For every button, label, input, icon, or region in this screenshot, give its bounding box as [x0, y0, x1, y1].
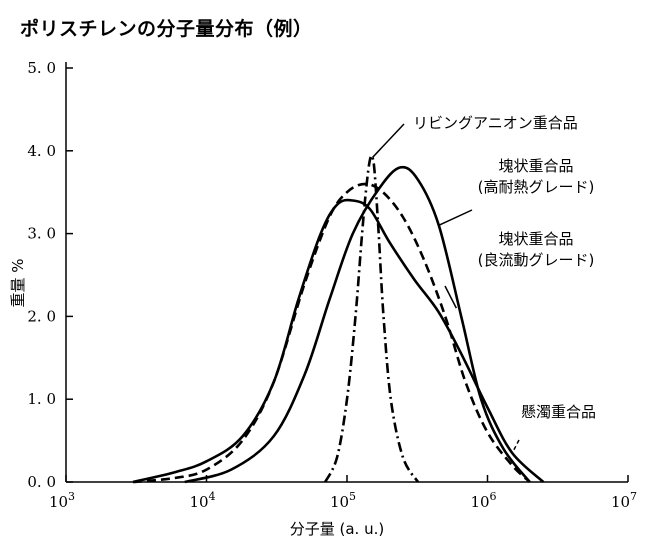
x-tick-label: 107 [611, 490, 637, 511]
annotation-label: リビングアニオン重合品 [413, 114, 578, 132]
y-tick-label: 0. 0 [27, 473, 56, 491]
y-tick-label: 5. 0 [27, 59, 56, 77]
x-tick-label: 106 [470, 490, 496, 511]
y-tick-label: 4. 0 [27, 142, 56, 160]
annotation-leader [372, 123, 405, 158]
annotation-leader [511, 439, 520, 454]
series-line-2 [184, 165, 531, 484]
series-line-4 [132, 198, 545, 484]
y-tick-label: 3. 0 [27, 225, 56, 243]
annotation-leader [438, 209, 473, 227]
annotation-label: 塊状重合品 [498, 157, 573, 175]
y-tick-label: 1. 0 [27, 390, 56, 408]
annotation-leader [444, 285, 457, 309]
x-tick-label: 105 [330, 490, 356, 511]
annotation-label: (良流動グレード) [478, 251, 595, 269]
x-tick-label: 104 [189, 490, 215, 511]
chart-title: ポリスチレンの分子量分布（例） [20, 18, 313, 40]
x-axis-title: 分子量 (a. u.) [290, 520, 384, 538]
annotation-label: 懸濁重合品 [521, 403, 596, 421]
x-tick-label: 103 [49, 490, 75, 511]
y-axis-title: 重量 % [9, 258, 27, 307]
series-line-3 [132, 182, 531, 484]
annotation-label: 塊状重合品 [498, 230, 573, 248]
annotation-label: (高耐熱グレード) [478, 178, 595, 196]
y-tick-label: 2. 0 [27, 307, 56, 325]
series-line-1 [324, 154, 420, 483]
